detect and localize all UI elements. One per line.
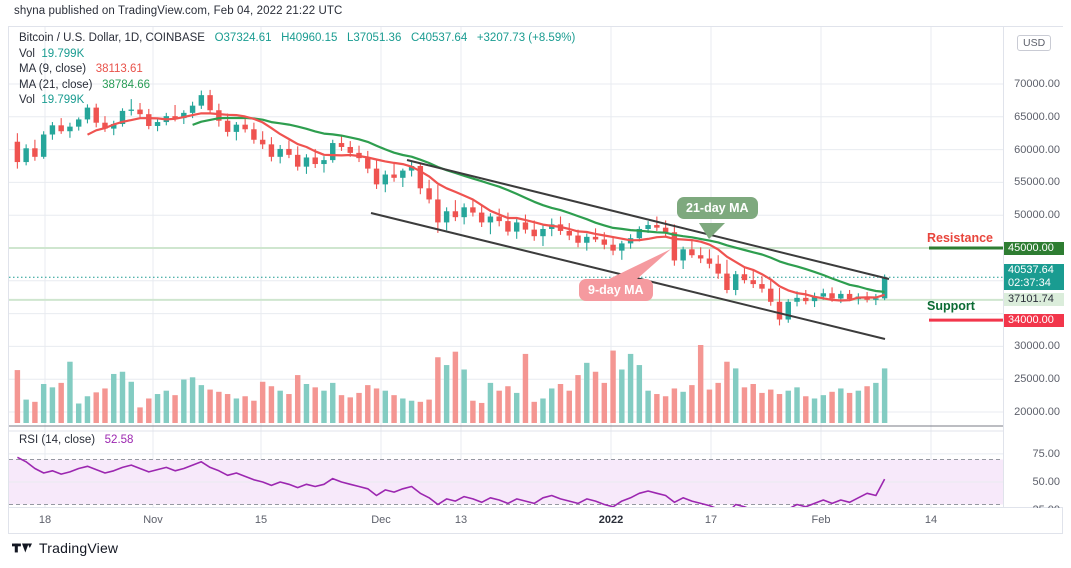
ma21-callout-label[interactable]: 21-day MA [677, 197, 758, 219]
ma9-callout-label[interactable]: 9-day MA [579, 279, 653, 301]
ma21-line [192, 116, 885, 293]
tradingview-logo-icon [12, 543, 32, 553]
support-label: Support [927, 299, 975, 313]
time-tick-14: 14 [924, 514, 938, 526]
last-price-badge[interactable]: 40537.64 02:37:34 [1004, 264, 1064, 291]
price-tick-55000-00: 55000.00 [1014, 176, 1060, 189]
price-tick-30000-00: 30000.00 [1014, 340, 1060, 353]
time-tick-18: 18 [38, 514, 52, 526]
price-tick-50000-00: 50000.00 [1014, 209, 1060, 222]
resistance-label: Resistance [927, 231, 994, 245]
time-tick-feb: Feb [811, 514, 831, 526]
rsi-tick-50-00: 50.00 [1032, 476, 1060, 488]
trendlines [370, 159, 890, 340]
chart-frame: USD 70000.00 65000.00 60000.00 55000.00 5000… [8, 26, 1064, 516]
rsi-pane [9, 453, 1003, 507]
ma9-price-badge[interactable]: 37101.74 [1004, 293, 1064, 307]
price-tick-65000-00: 65000.00 [1014, 110, 1060, 123]
moving-average-lines [87, 112, 885, 302]
time-tick-15: 15 [254, 514, 268, 526]
level-lines [9, 247, 1003, 301]
volume-bars [14, 345, 888, 423]
price-tick-60000-00: 60000.00 [1014, 143, 1060, 156]
attribution-text: shyna published on TradingView.com, Feb … [14, 5, 343, 17]
rsi-line [17, 456, 886, 507]
time-tick-17: 17 [704, 514, 718, 526]
channel-upper [406, 159, 890, 280]
time-axis[interactable]: 18 Nov 15 Dec 13 2022 17 Feb 14 [8, 508, 1063, 534]
time-tick-13: 13 [454, 514, 468, 526]
level-markers [929, 246, 1003, 322]
footer: TradingView [12, 540, 118, 556]
rsi-tick-75-00: 75.00 [1032, 447, 1060, 460]
grid-lines [9, 27, 1003, 507]
price-tick-20000-00: 20000.00 [1014, 406, 1060, 418]
currency-chip[interactable]: USD [1017, 35, 1052, 51]
pane-separators [9, 425, 1003, 432]
price-axis[interactable]: USD 70000.00 65000.00 60000.00 55000.00 5000… [1003, 27, 1064, 516]
ma9-line [87, 112, 885, 302]
support-price-badge[interactable]: 34000.00 [1004, 313, 1064, 327]
callout-tails [609, 223, 725, 279]
price-tick-25000-00: 25000.00 [1014, 373, 1060, 386]
time-tick-dec: Dec [371, 514, 391, 526]
chart-plot-area[interactable] [9, 27, 1003, 507]
time-tick-nov: Nov [143, 514, 163, 526]
price-tick-70000-00: 70000.00 [1014, 78, 1060, 90]
resistance-price-badge[interactable]: 45000.00 [1004, 241, 1064, 255]
chart-canvas [9, 27, 1003, 507]
brand-name: TradingView [39, 540, 119, 556]
time-tick-2022: 2022 [598, 514, 624, 526]
